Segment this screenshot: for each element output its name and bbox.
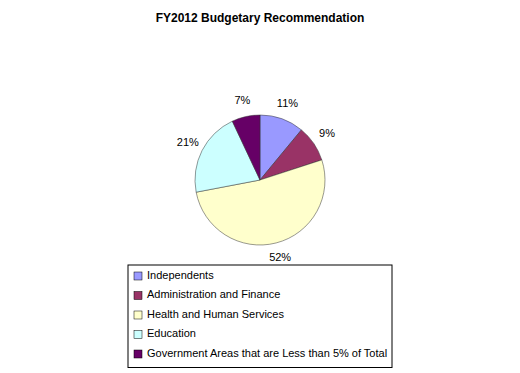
legend-swatch — [134, 272, 142, 280]
data-label: 11% — [277, 97, 298, 109]
legend: Independents Administration and Finance He… — [128, 265, 392, 368]
data-label: 7% — [234, 94, 250, 106]
legend-box — [128, 265, 392, 368]
legend-label: Government Areas that are Less than 5% o… — [147, 347, 387, 359]
legend-swatch — [134, 311, 142, 319]
legend-swatch — [134, 350, 142, 358]
legend-swatch — [134, 331, 142, 339]
legend-label: Education — [147, 327, 196, 339]
data-label: 52% — [269, 251, 291, 263]
pie-slice — [232, 115, 260, 180]
data-label: 21% — [177, 136, 199, 148]
title: FY2012 Budgetary Recommendation — [156, 11, 365, 25]
chart: FY2012 Budgetary Recommendation 11% 9% 52% 2… — [0, 0, 520, 373]
legend-label: Health and Human Services — [147, 308, 284, 320]
data-label: 9% — [319, 127, 335, 139]
legend-swatch — [134, 292, 142, 300]
pie: 11% 9% 52% 21% 7% — [177, 94, 335, 264]
legend-label: Administration and Finance — [147, 288, 280, 300]
legend-label: Independents — [147, 269, 214, 281]
